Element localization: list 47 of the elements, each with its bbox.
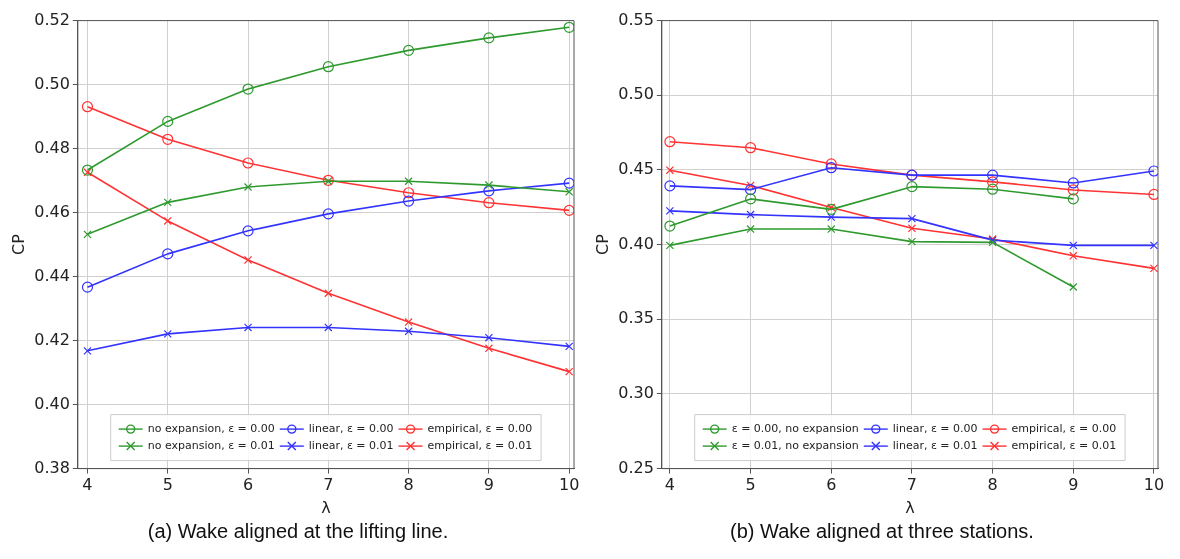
x-tick-label: 4	[664, 475, 675, 495]
legend-label: linear, ε = 0.00	[892, 421, 978, 435]
y-tick-label: 0.44	[34, 265, 70, 285]
x-tick-label: 5	[745, 475, 756, 495]
legend-label: empirical, ε = 0.00	[1011, 421, 1117, 435]
text: (b) Wake aligned at three stations.	[729, 520, 1035, 543]
x-axis-title: λ	[321, 497, 331, 517]
y-tick-label: 0.48	[34, 137, 70, 157]
x-tick-label: 4	[82, 475, 93, 495]
y-tick-label: 0.40	[34, 393, 70, 413]
y-tick-label: 0.38	[34, 457, 70, 477]
legend-label: empirical, ε = 0.00	[427, 421, 533, 435]
x-tick-label: 10	[559, 475, 580, 495]
text: (a) Wake aligned at the lifting line.	[146, 520, 450, 543]
legend-label: ε = 0.01, no expansion	[731, 438, 859, 452]
legend-label: linear, ε = 0.01	[308, 438, 394, 452]
y-tick-label: 0.25	[618, 457, 654, 477]
x-tick-label: 6	[826, 475, 837, 495]
y-axis-title: CP	[592, 233, 612, 256]
legend-label: no expansion, ε = 0.01	[147, 438, 275, 452]
y-tick-label: 0.35	[618, 308, 654, 328]
legend-label: empirical, ε = 0.01	[427, 438, 533, 452]
legend-label: empirical, ε = 0.01	[1011, 438, 1117, 452]
y-tick-label: 0.50	[34, 73, 70, 93]
y-tick-label: 0.46	[34, 201, 70, 221]
x-tick-label: 5	[162, 475, 173, 495]
y-tick-label: 0.52	[34, 9, 70, 29]
x-tick-label: 7	[906, 475, 918, 495]
x-tick-label: 6	[242, 475, 254, 495]
x-tick-label: 7	[323, 475, 334, 495]
y-axis-title: CP	[8, 233, 28, 256]
x-tick-label: 9	[483, 475, 494, 495]
y-tick-label: 0.40	[618, 233, 654, 253]
x-tick-label: 9	[1068, 475, 1079, 495]
legend-label: no expansion, ε = 0.00	[147, 421, 275, 435]
y-tick-label: 0.55	[618, 9, 654, 29]
x-tick-label: 10	[1143, 475, 1165, 495]
x-tick-label: 8	[987, 475, 998, 495]
y-tick-label: 0.30	[618, 383, 654, 403]
y-tick-label: 0.42	[34, 329, 70, 349]
legend-label: linear, ε = 0.01	[892, 438, 978, 452]
y-tick-label: 0.50	[618, 84, 654, 104]
x-axis-title: λ	[905, 497, 915, 517]
y-tick-label: 0.45	[618, 159, 654, 179]
legend-label: ε = 0.00, no expansion	[731, 421, 859, 435]
x-tick-label: 8	[403, 475, 414, 495]
legend-label: linear, ε = 0.00	[308, 421, 394, 435]
